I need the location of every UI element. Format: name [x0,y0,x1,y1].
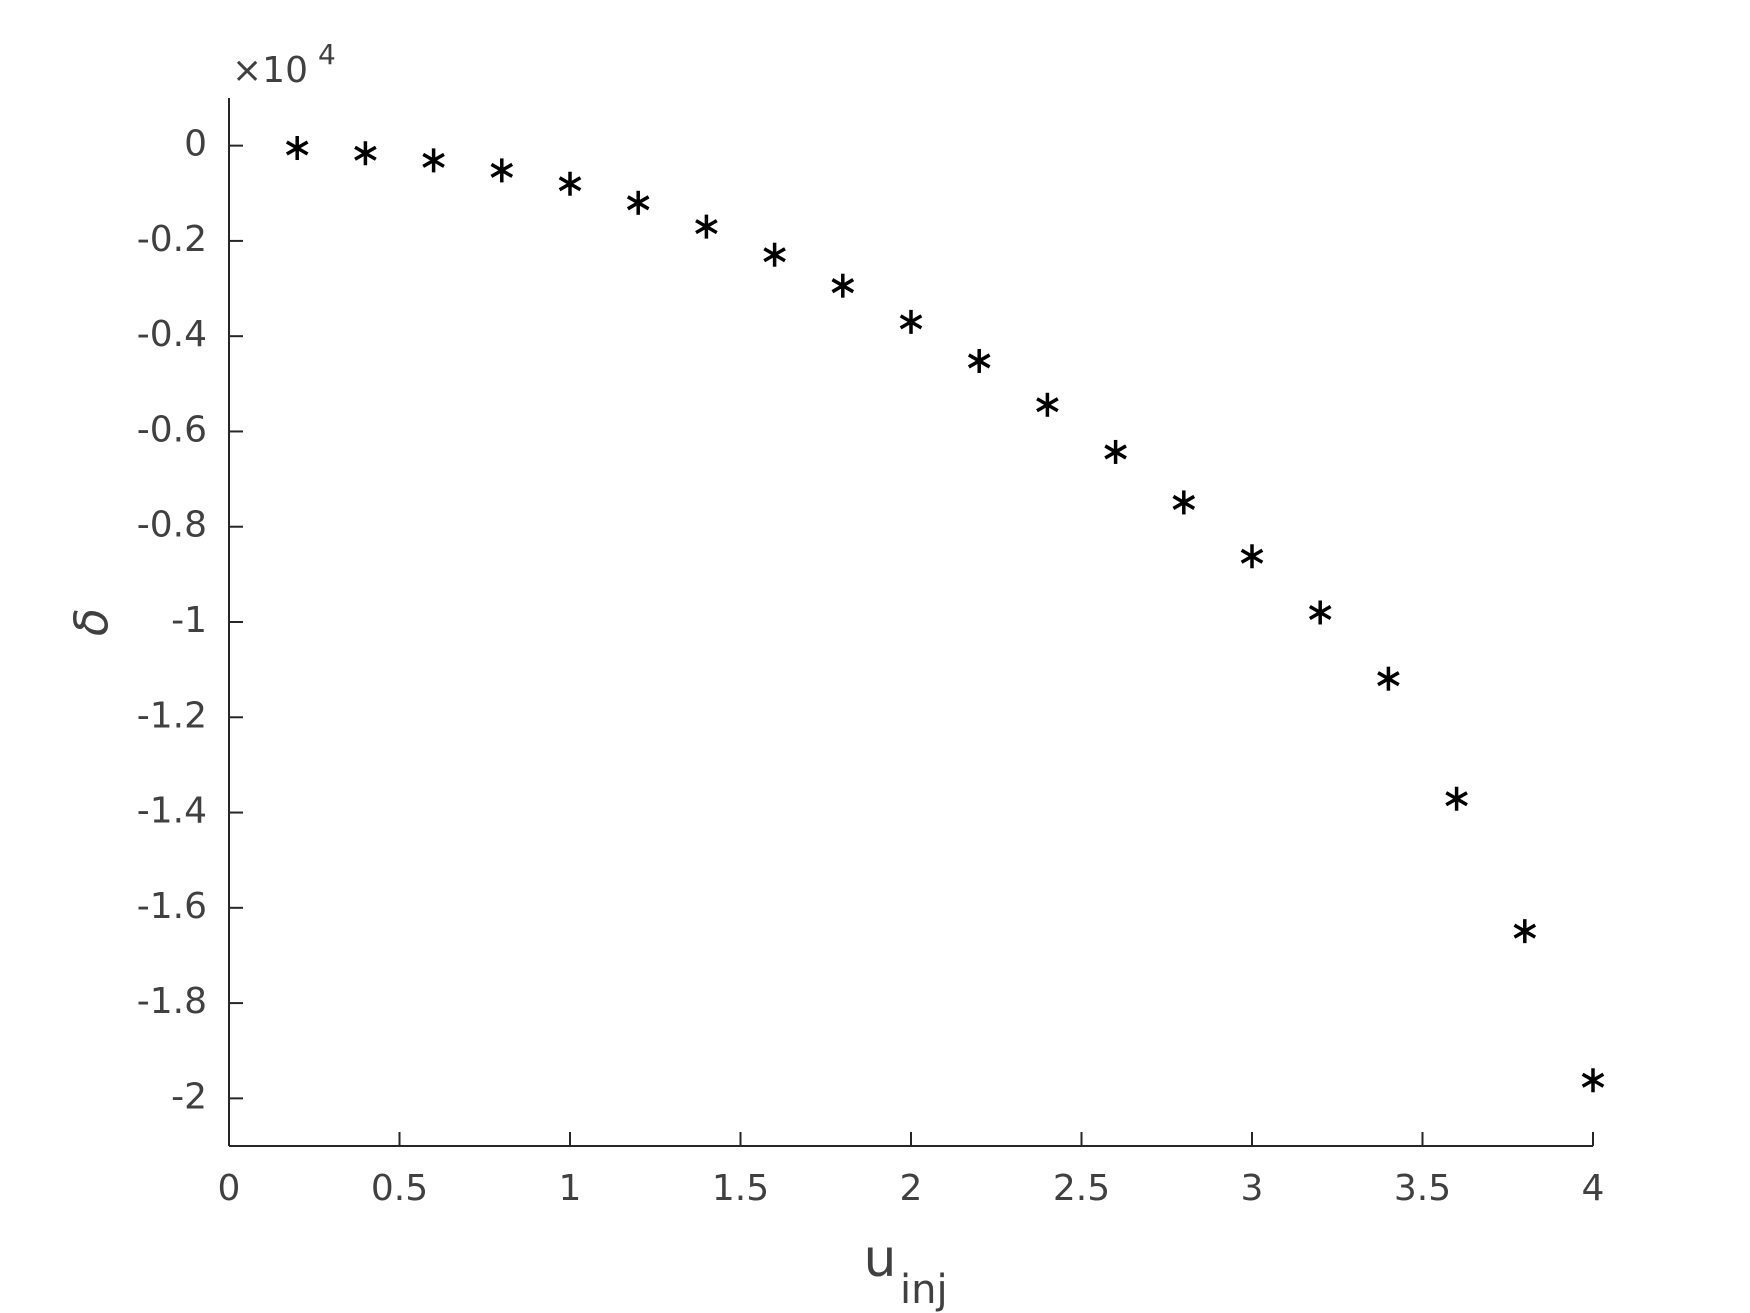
marker-stroke [1172,494,1196,510]
marker-stroke [1036,397,1059,413]
y-scale-base: ×10 [232,50,308,91]
x-tick-label: 0.5 [371,1168,428,1209]
y-tick-label: -1.4 [137,791,207,832]
y-tick-label: 0 [184,124,207,165]
y-tick-label: -1.6 [137,886,207,927]
marker-stroke [695,219,718,235]
x-axis-label: u [864,1229,897,1289]
data-point [763,242,786,267]
data-point [1240,544,1264,569]
marker-stroke [899,314,923,330]
marker-stroke [831,278,855,294]
data-point [1445,786,1468,811]
data-point [558,171,582,196]
data-point [1172,490,1196,515]
data-point [285,136,309,161]
data-point [1308,600,1332,625]
data-point [899,309,923,334]
x-tick-label: 1.5 [712,1168,769,1209]
data-point [831,273,855,298]
data-point [422,148,445,173]
marker-stroke [626,195,650,211]
x-tick-label: 3.5 [1394,1168,1451,1209]
data-point [967,348,991,373]
marker-stroke [558,176,582,192]
marker-stroke [1581,1072,1605,1088]
marker-stroke [1377,671,1400,687]
data-point [626,190,650,215]
data-point [1513,919,1537,944]
y-tick-label: -1 [171,600,207,641]
marker-stroke [1104,444,1127,460]
data-point [1377,666,1400,691]
marker-stroke [1308,604,1332,620]
data-point [490,158,514,183]
marker-stroke [1513,923,1537,939]
x-tick-label: 2 [900,1168,923,1209]
data-point [1581,1068,1605,1093]
x-tick-label: 4 [1582,1168,1605,1209]
y-tick-label: -2 [171,1076,207,1117]
y-tick-label: -1.8 [137,981,207,1022]
x-tick-label: 3 [1241,1168,1264,1209]
x-tick-label: 0 [218,1168,241,1209]
marker-stroke [354,145,377,161]
x-axis-label-subscript: inj [900,1267,948,1313]
data-point [695,214,718,239]
y-tick-label: -0.8 [137,505,207,546]
x-tick-label: 2.5 [1053,1168,1110,1209]
marker-stroke [490,162,514,178]
x-tick-label: 1 [559,1168,582,1209]
y-tick-label: -1.2 [137,695,207,736]
marker-stroke [1445,791,1468,807]
y-scale-exponent: 4 [318,38,336,71]
y-tick-label: -0.4 [137,314,207,355]
marker-stroke [422,152,445,168]
data-point [354,141,377,166]
data-point [1036,392,1059,417]
marker-stroke [285,140,309,156]
marker-stroke [967,353,991,369]
data-point [1104,439,1127,464]
y-tick-label: -0.6 [137,409,207,450]
marker-stroke [763,247,786,263]
y-axis-label: δ [65,608,119,636]
y-tick-label: -0.2 [137,219,207,260]
marker-stroke [1240,548,1264,564]
